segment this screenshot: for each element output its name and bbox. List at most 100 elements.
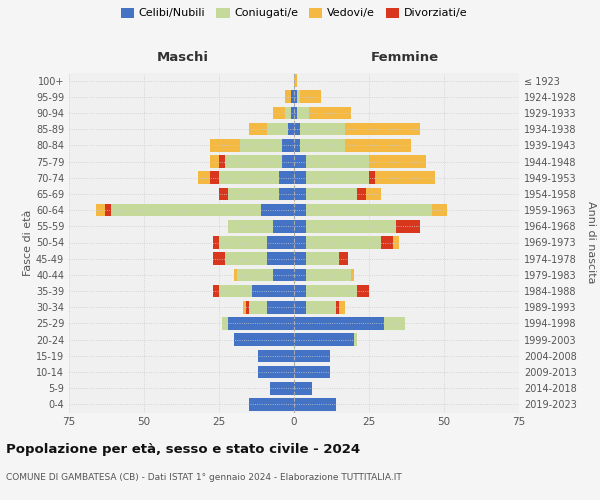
Bar [306,301,336,314]
Bar [306,285,357,298]
Bar [234,334,294,346]
Bar [228,220,273,232]
Bar [219,172,279,184]
Bar [228,317,294,330]
Bar [351,268,354,281]
Bar [357,285,369,298]
Bar [294,398,336,410]
Bar [294,350,330,362]
Bar [246,301,249,314]
Bar [297,90,300,103]
Bar [432,204,447,216]
Bar [354,334,357,346]
Bar [258,350,294,362]
Bar [213,236,219,249]
Bar [396,220,420,232]
Bar [300,139,345,151]
Bar [225,252,267,265]
Bar [294,252,306,265]
Bar [294,366,330,378]
Bar [288,123,294,136]
Bar [105,204,111,216]
Bar [294,220,306,232]
Bar [369,155,426,168]
Bar [345,123,420,136]
Bar [213,252,225,265]
Bar [306,188,357,200]
Bar [294,188,306,200]
Legend: Celibi/Nubili, Coniugati/e, Vedovi/e, Divorziati/e: Celibi/Nubili, Coniugati/e, Vedovi/e, Di… [116,4,472,23]
Bar [393,236,399,249]
Bar [294,74,297,87]
Bar [273,106,285,120]
Bar [219,236,267,249]
Bar [210,155,219,168]
Bar [291,106,294,120]
Bar [294,334,354,346]
Bar [294,106,297,120]
Bar [294,317,384,330]
Bar [285,106,291,120]
Bar [306,236,381,249]
Bar [258,366,294,378]
Bar [297,106,309,120]
Bar [273,268,294,281]
Bar [294,204,306,216]
Bar [282,155,294,168]
Text: Femmine: Femmine [371,52,439,64]
Bar [294,301,306,314]
Bar [294,172,306,184]
Bar [357,188,366,200]
Bar [267,236,294,249]
Bar [213,285,219,298]
Bar [345,139,411,151]
Bar [381,236,393,249]
Text: Popolazione per età, sesso e stato civile - 2024: Popolazione per età, sesso e stato civil… [6,442,360,456]
Bar [267,252,294,265]
Bar [285,90,291,103]
Bar [267,123,288,136]
Bar [261,204,294,216]
Bar [210,172,219,184]
Bar [237,268,273,281]
Bar [219,188,228,200]
Bar [339,301,345,314]
Bar [294,268,306,281]
Bar [282,139,294,151]
Bar [198,172,210,184]
Bar [300,123,345,136]
Bar [219,285,252,298]
Bar [228,188,279,200]
Bar [375,172,435,184]
Bar [294,139,300,151]
Bar [294,155,306,168]
Bar [294,90,297,103]
Bar [270,382,294,394]
Bar [336,301,339,314]
Bar [294,382,312,394]
Text: Maschi: Maschi [157,52,209,64]
Text: COMUNE DI GAMBATESA (CB) - Dati ISTAT 1° gennaio 2024 - Elaborazione TUTTITALIA.: COMUNE DI GAMBATESA (CB) - Dati ISTAT 1°… [6,472,402,482]
Bar [279,172,294,184]
Bar [294,236,306,249]
Bar [384,317,405,330]
Bar [111,204,261,216]
Bar [210,139,240,151]
Bar [369,172,375,184]
Bar [291,90,294,103]
Bar [306,252,339,265]
Bar [306,155,369,168]
Bar [252,285,294,298]
Bar [240,139,282,151]
Bar [306,204,432,216]
Bar [243,301,246,314]
Bar [306,268,351,281]
Bar [249,123,267,136]
Y-axis label: Fasce di età: Fasce di età [23,210,33,276]
Bar [339,252,348,265]
Bar [222,317,228,330]
Bar [279,188,294,200]
Bar [306,172,369,184]
Bar [249,301,267,314]
Bar [294,123,300,136]
